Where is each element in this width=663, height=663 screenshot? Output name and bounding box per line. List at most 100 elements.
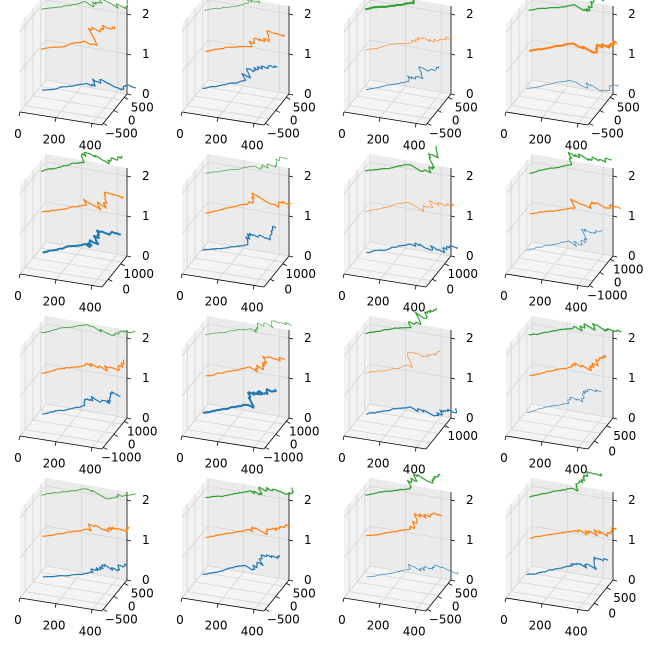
z-tick-label: 0 [628, 411, 636, 425]
series-line [41, 151, 123, 172]
y-tick [599, 110, 604, 113]
x-axis-line [505, 273, 589, 288]
grid-line [32, 419, 115, 434]
x-axis-line [181, 273, 265, 288]
z-tick [450, 255, 456, 258]
x-tick [504, 597, 507, 603]
series-line [205, 355, 285, 377]
z-tick [126, 255, 132, 258]
y-tick [103, 447, 108, 450]
grid-line [531, 201, 614, 217]
x-axis-line [505, 435, 589, 450]
y-tick-label: 0 [290, 113, 298, 127]
series-line [42, 229, 122, 254]
series-line [42, 523, 130, 537]
series-line [41, 488, 137, 500]
z-tick-label: 2 [304, 331, 312, 345]
z-tick [126, 175, 132, 178]
x-tick [216, 117, 219, 122]
series-line [526, 556, 609, 576]
grid-line [45, 161, 128, 177]
x-tick [216, 279, 219, 284]
grid-line [369, 161, 452, 177]
x-tick-label: 400 [241, 462, 264, 476]
x-tick-label: 400 [565, 300, 588, 314]
series-line [205, 30, 285, 53]
z-tick-label: 0 [142, 249, 150, 263]
z-tick [612, 579, 618, 582]
y-tick-label: −1000 [587, 288, 628, 302]
x-tick [54, 279, 57, 284]
grid-line [511, 591, 594, 606]
x-tick-label: 200 [205, 457, 228, 471]
grid-line [531, 525, 614, 541]
y-tick [124, 421, 129, 424]
x-tick-label: 400 [79, 462, 102, 476]
z-tick-label: 0 [466, 573, 474, 587]
y-tick [275, 596, 280, 599]
y-axis-line [425, 579, 452, 612]
x-axis-line [343, 597, 427, 612]
z-tick [612, 255, 618, 258]
z-tick-label: 1 [304, 371, 312, 385]
grid-line [202, 248, 285, 263]
x-tick-label: 400 [403, 300, 426, 314]
x-tick [342, 435, 345, 441]
grid-line [518, 581, 601, 596]
y-tick-label: 0 [452, 599, 460, 613]
grid-line [207, 79, 290, 95]
z-tick [126, 579, 132, 582]
y-tick-label: 0 [446, 282, 454, 296]
y-tick [606, 587, 611, 591]
z-tick-label: 0 [304, 573, 312, 587]
grid-line [45, 79, 128, 95]
z-tick [288, 499, 294, 502]
z-tick [612, 499, 618, 502]
z-tick-label: 2 [142, 169, 150, 183]
z-tick-label: 0 [142, 573, 150, 587]
z-tick [450, 539, 456, 542]
z-tick [450, 13, 456, 16]
z-tick [288, 215, 294, 218]
grid-line [187, 591, 270, 606]
y-tick [265, 447, 270, 450]
z-tick [288, 255, 294, 258]
x-tick-label: 200 [367, 295, 390, 309]
z-tick-label: 0 [304, 411, 312, 425]
back-pane [208, 154, 289, 256]
grid-line [518, 419, 601, 434]
grid-line [531, 0, 614, 15]
y-tick [594, 440, 599, 444]
series-line [526, 389, 602, 413]
grid-line [202, 86, 285, 101]
z-tick [126, 539, 132, 542]
x-axis-line [181, 597, 265, 612]
grid-line [518, 257, 601, 272]
x-tick-label: 200 [529, 133, 552, 147]
y-axis-line [587, 417, 614, 450]
y-tick [113, 434, 118, 437]
y-tick [448, 583, 453, 586]
x-tick [540, 603, 543, 608]
grid-line [40, 410, 123, 425]
y-axis-line [425, 93, 452, 126]
series-line [202, 388, 277, 414]
back-pane [46, 316, 127, 418]
z-tick [450, 417, 456, 420]
x-tick [414, 609, 417, 614]
y-tick-label: 1000 [127, 424, 158, 438]
z-tick [612, 377, 618, 380]
series-line [202, 64, 278, 90]
x-axis-line [343, 111, 427, 126]
grid-line [531, 363, 614, 379]
y-tick [437, 110, 442, 113]
x-tick [414, 285, 417, 290]
z-tick [288, 53, 294, 56]
grid-line [45, 241, 128, 257]
series-line [528, 322, 622, 336]
x-tick-label: 400 [241, 138, 264, 152]
grid-line [369, 485, 452, 501]
